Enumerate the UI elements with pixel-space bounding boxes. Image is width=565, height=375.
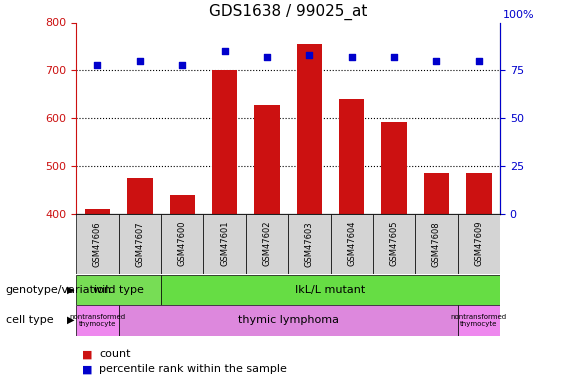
Text: ▶: ▶ [67,315,74,325]
Bar [458,214,500,274]
Title: GDS1638 / 99025_at: GDS1638 / 99025_at [209,3,367,20]
Bar [254,105,280,214]
Text: GSM47604: GSM47604 [347,221,356,267]
Text: percentile rank within the sample: percentile rank within the sample [99,364,287,374]
Point [347,54,356,60]
Bar [458,305,500,336]
Bar [297,44,322,214]
Bar [373,214,415,274]
Text: ■: ■ [82,350,93,359]
Text: GSM47608: GSM47608 [432,221,441,267]
Text: nontransformed
thymocyte: nontransformed thymocyte [451,314,507,327]
Bar [76,214,119,274]
Text: genotype/variation: genotype/variation [6,285,112,295]
Bar [381,122,407,214]
Text: GSM47609: GSM47609 [475,221,483,267]
Point [177,62,186,68]
Text: GSM47606: GSM47606 [93,221,102,267]
Text: ▶: ▶ [67,285,74,295]
Bar [339,99,364,214]
Text: IkL/L mutant: IkL/L mutant [295,285,366,295]
Text: ■: ■ [82,364,93,374]
Bar [170,195,195,214]
Bar [424,173,449,214]
Bar [246,214,288,274]
Point [474,58,483,64]
Text: GSM47607: GSM47607 [136,221,144,267]
Bar [331,214,373,274]
Point [262,54,271,60]
Point [389,54,398,60]
Text: 100%: 100% [503,9,534,20]
Text: GSM47603: GSM47603 [305,221,314,267]
Bar [119,214,161,274]
Point [93,62,102,68]
Text: wild type: wild type [93,285,144,295]
Text: GSM47605: GSM47605 [390,221,398,267]
Bar [161,275,500,304]
Bar [212,70,237,214]
Bar [76,305,119,336]
Bar [288,214,331,274]
Text: GSM47602: GSM47602 [263,221,271,267]
Bar [76,275,161,304]
Bar [466,173,492,214]
Point [432,58,441,64]
Bar [203,214,246,274]
Bar [127,178,153,214]
Text: thymic lymphoma: thymic lymphoma [238,315,338,325]
Point [220,48,229,54]
Bar [161,214,203,274]
Bar [85,209,110,214]
Bar [119,305,458,336]
Text: cell type: cell type [6,315,53,325]
Point [136,58,145,64]
Text: GSM47601: GSM47601 [220,221,229,267]
Point [305,52,314,58]
Text: GSM47600: GSM47600 [178,221,186,267]
Bar [415,214,458,274]
Text: count: count [99,350,131,359]
Text: nontransformed
thymocyte: nontransformed thymocyte [69,314,125,327]
